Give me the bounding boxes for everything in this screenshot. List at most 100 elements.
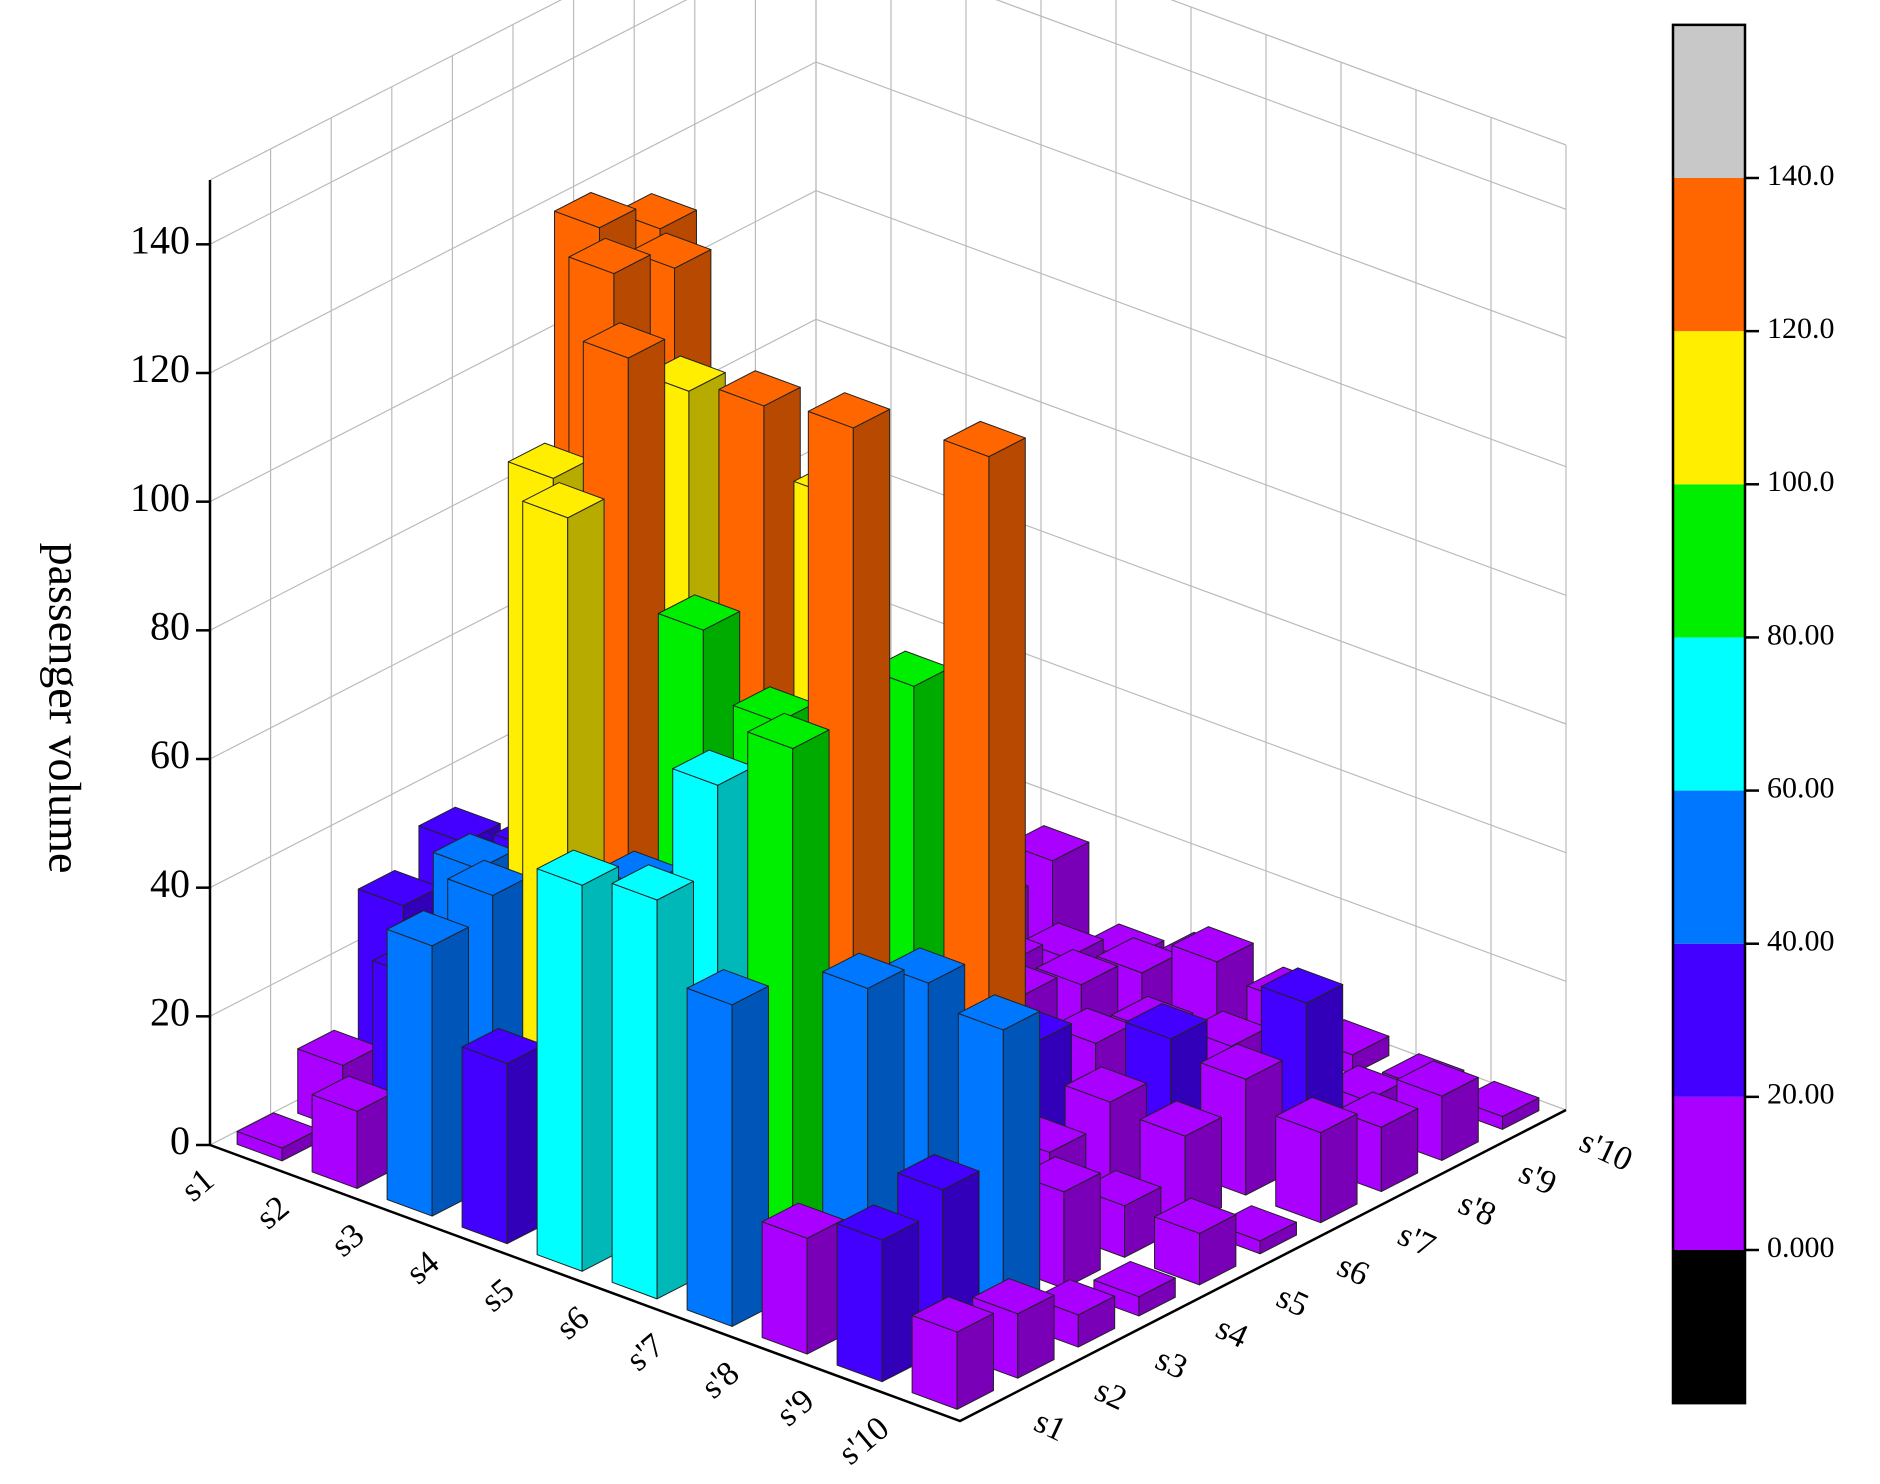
bar-top-face — [614, 193, 697, 230]
col-tick-label: s3 — [1150, 1341, 1193, 1387]
row-tick-label: s'8 — [695, 1354, 747, 1406]
col-tick-label: s'10 — [1574, 1123, 1638, 1179]
col-tick-label: s6 — [1332, 1247, 1375, 1293]
bar — [1275, 1096, 1358, 1224]
bar-left-face — [761, 1221, 808, 1355]
bar-top-face — [1125, 1003, 1208, 1040]
bar-left-face — [386, 928, 433, 1217]
z-axis-label: passenger volume — [39, 543, 90, 874]
bar-top-face — [1093, 1260, 1176, 1298]
colorbar-band — [1673, 1250, 1745, 1404]
bar — [761, 1202, 844, 1355]
bar-top-face — [1032, 1279, 1116, 1316]
colorbar-band — [1673, 637, 1745, 791]
row-tick-label: s3 — [324, 1216, 371, 1264]
col-tick-label: s'9 — [1513, 1154, 1562, 1203]
bar-top-face — [882, 947, 966, 984]
bar-top-face — [611, 864, 694, 901]
colorbar-tick-label: 120.0 — [1767, 312, 1835, 345]
colorbar-band — [1673, 24, 1745, 178]
bar-top-face — [1171, 926, 1254, 963]
bar-left-face — [611, 882, 658, 1300]
bar — [911, 1296, 994, 1410]
colorbar-tick-label: 80.00 — [1767, 618, 1835, 651]
col-tick-label: s'8 — [1453, 1185, 1502, 1234]
colorbar-tick-label: 40.00 — [1767, 925, 1835, 958]
grid-line — [209, 61, 1567, 374]
colorbar-band — [1673, 331, 1745, 485]
bar-top-face — [1275, 1096, 1358, 1134]
z-tick-label: 0 — [170, 1118, 190, 1163]
bar-top-face — [554, 192, 637, 229]
colorbar-band — [1673, 790, 1745, 944]
bar-right-face — [1002, 1010, 1041, 1320]
row-tick-label: s5 — [474, 1272, 521, 1320]
col-tick-label: s1 — [1029, 1403, 1072, 1449]
bar-top-face — [718, 370, 801, 407]
z-tick-label: 140 — [130, 218, 190, 263]
col-tick-label: s'7 — [1392, 1216, 1441, 1265]
bar-top-face — [1139, 1100, 1222, 1137]
bar-top-face — [972, 1278, 1055, 1315]
row-tick-label: s'9 — [770, 1382, 822, 1434]
bar-top-face — [836, 1204, 919, 1241]
z-tick-label: 80 — [150, 604, 190, 649]
bar-top-face — [386, 910, 469, 947]
bar-top-face — [522, 482, 605, 519]
colorbar-band — [1673, 178, 1745, 332]
colorbar-tick-label: 100.0 — [1767, 465, 1835, 498]
grid-line — [209, 0, 1567, 245]
bar-top-face — [582, 322, 666, 359]
bar-top-face — [418, 806, 501, 843]
wall-top-edge — [209, 0, 1567, 181]
bar-top-face — [943, 420, 1026, 458]
colorbar-band — [1673, 484, 1745, 638]
bar-top-face — [568, 237, 651, 275]
bar — [611, 864, 694, 1300]
row-tick-label: s2 — [249, 1189, 296, 1237]
bar-left-face — [1275, 1115, 1322, 1224]
bar — [836, 1204, 919, 1383]
bar-top-face — [822, 952, 905, 989]
bar-top-face — [1021, 922, 1104, 959]
bar — [536, 849, 619, 1272]
bar-left-face — [686, 987, 733, 1327]
bar — [1093, 1260, 1176, 1317]
bar-top-face — [536, 849, 619, 886]
z-tick-label: 120 — [130, 346, 190, 391]
z-tick-label: 40 — [150, 861, 190, 906]
row-tick-label: s'7 — [620, 1327, 672, 1379]
row-tick-label: s6 — [549, 1299, 596, 1347]
bar-top-face — [747, 712, 830, 750]
bar-left-face — [836, 1223, 883, 1383]
bar-top-face — [629, 232, 712, 269]
colorbar-band — [1673, 1096, 1745, 1250]
bar — [686, 969, 769, 1327]
col-tick-label: s2 — [1089, 1372, 1132, 1418]
bar-top-face — [807, 392, 891, 429]
bar-left-face — [536, 868, 583, 1272]
grid-line — [209, 190, 1567, 503]
bar-top-face — [897, 1154, 980, 1191]
bar-top-face — [686, 969, 769, 1006]
bar-top-face — [911, 1296, 994, 1333]
row-tick-label: s4 — [399, 1244, 446, 1292]
grid-line — [209, 318, 1567, 631]
bar-top-face — [1007, 825, 1090, 862]
bar-top-face — [1035, 948, 1119, 986]
bar — [386, 910, 469, 1217]
colorbar-band — [1673, 943, 1745, 1097]
z-tick-label: 20 — [150, 990, 190, 1035]
col-tick-label: s4 — [1210, 1309, 1253, 1355]
bar-left-face — [461, 1046, 508, 1245]
z-tick-label: 100 — [130, 475, 190, 520]
colorbar-tick-label: 20.00 — [1767, 1078, 1835, 1111]
bar — [311, 1075, 394, 1189]
bar-top-face — [657, 594, 741, 631]
bar-top-face — [1260, 967, 1344, 1004]
colorbar-tick-label: 60.00 — [1767, 771, 1835, 804]
bar — [461, 1027, 544, 1245]
bar-top-face — [761, 1202, 844, 1239]
bar-top-face — [1064, 1066, 1147, 1103]
